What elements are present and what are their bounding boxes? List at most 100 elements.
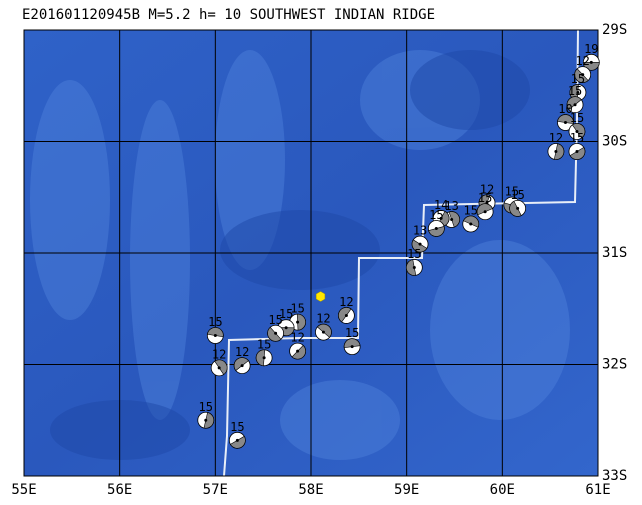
- depth-label: 15: [568, 84, 582, 98]
- depth-label: 15: [570, 131, 584, 145]
- beachball-dot: [412, 265, 416, 269]
- beachball-gray: [553, 143, 565, 160]
- depth-label: 10: [558, 102, 572, 116]
- x-tick-label: 59E: [394, 482, 419, 498]
- beachball-gray: [233, 357, 249, 371]
- beachball-dot: [450, 218, 454, 222]
- depth-label: 15: [257, 337, 271, 351]
- beachball-gray: [566, 96, 582, 111]
- beachball-gray: [229, 435, 246, 449]
- beachball-dot: [321, 330, 325, 334]
- focal-mechanism: [255, 349, 273, 367]
- focal-mechanism: [228, 431, 246, 449]
- beachball-dot: [573, 103, 577, 107]
- beachball-dot: [213, 334, 217, 338]
- beachball-gray: [411, 239, 428, 253]
- beachball-dot: [483, 210, 487, 214]
- focal-mechanism: [210, 359, 228, 377]
- depth-label: 15: [505, 185, 519, 199]
- beachball-dot: [554, 150, 558, 154]
- x-tick-label: 57E: [203, 482, 228, 498]
- beachball-dot: [262, 356, 266, 360]
- beachball-gray: [267, 326, 282, 342]
- focal-mechanism: [568, 123, 586, 140]
- x-tick-label: 55E: [11, 482, 36, 498]
- focal-mechanism: [206, 327, 224, 344]
- focal-mechanism: [267, 324, 285, 342]
- beachball-dot: [434, 226, 438, 230]
- beachball-dot: [575, 129, 579, 133]
- depth-label: 15: [464, 204, 478, 218]
- depth-label: 15: [208, 315, 222, 329]
- focal-mechanism: [568, 143, 586, 160]
- beachball-gray: [509, 200, 522, 217]
- plate-boundary: [223, 29, 579, 477]
- depth-label: 12: [316, 312, 330, 326]
- depth-label: 13: [444, 199, 458, 213]
- depth-label: 15: [230, 420, 244, 434]
- beachball-dot: [576, 90, 580, 94]
- beachball-gray: [428, 226, 445, 237]
- depth-label: 19: [584, 42, 598, 56]
- depth-label: 12: [339, 295, 353, 309]
- focal-mechanism: [343, 338, 361, 356]
- depth-label: 15: [571, 72, 585, 86]
- focal-mechanism: [405, 259, 423, 276]
- focal-mechanism: [197, 411, 215, 429]
- beachball-gray: [476, 203, 493, 216]
- beachball-gray: [557, 114, 574, 124]
- beachball-gray: [569, 147, 586, 160]
- depth-label: 15: [570, 111, 584, 125]
- beachball-gray: [296, 313, 306, 331]
- depth-label: 15: [268, 313, 282, 327]
- beachball-dot: [469, 222, 473, 226]
- x-tick-label: 58E: [298, 482, 323, 498]
- depth-label: 12: [549, 131, 563, 145]
- beachball-gray: [338, 307, 352, 323]
- depth-label: 15: [345, 326, 359, 340]
- focal-mechanism: [557, 114, 574, 131]
- depth-label: 12: [480, 182, 494, 196]
- depth-label: 12: [290, 331, 304, 345]
- focal-mechanism: [566, 96, 584, 114]
- depth-label: 13: [413, 224, 427, 238]
- depth-label: 15: [510, 188, 524, 202]
- y-tick-label: 31S: [602, 245, 627, 261]
- focal-mechanism: [427, 220, 445, 237]
- y-tick-label: 32S: [602, 357, 627, 373]
- depth-label: 14: [434, 198, 448, 212]
- beachball-dot: [575, 150, 579, 154]
- depth-label: 15: [290, 302, 304, 316]
- x-tick-label: 60E: [490, 482, 515, 498]
- x-tick-label: 61E: [585, 482, 610, 498]
- focal-mechanism: [233, 357, 251, 375]
- beachball-dot: [581, 73, 585, 77]
- beachball-dot: [589, 60, 593, 64]
- depth-label: 15: [279, 307, 293, 321]
- title: E201601120945B M=5.2 h= 10 SOUTHWEST IND…: [22, 7, 435, 23]
- beachball-dot: [439, 216, 443, 220]
- beachball-dot: [296, 349, 300, 353]
- beachball-dot: [418, 242, 422, 246]
- beachball-gray: [291, 344, 306, 360]
- beachball-gray: [255, 349, 266, 367]
- focal-mechanism: [547, 143, 565, 160]
- beachball-dot: [274, 331, 278, 335]
- beachball-gray: [207, 327, 224, 338]
- focal-mechanism: [411, 235, 429, 253]
- beachball-gray: [203, 412, 215, 429]
- depth-label: 12: [235, 345, 249, 359]
- depth-label: 15: [429, 208, 443, 222]
- focal-mechanism: [476, 203, 494, 221]
- beachball-dot: [235, 438, 239, 442]
- focal-mechanism: [315, 323, 332, 341]
- beachball-dot: [344, 313, 348, 317]
- beachball-gray: [343, 338, 361, 348]
- beachball-gray: [406, 259, 417, 276]
- depth-label: 15: [407, 247, 421, 261]
- y-tick-label: 29S: [602, 22, 627, 38]
- beachball-dot: [563, 121, 567, 125]
- focal-mechanism: [574, 66, 592, 83]
